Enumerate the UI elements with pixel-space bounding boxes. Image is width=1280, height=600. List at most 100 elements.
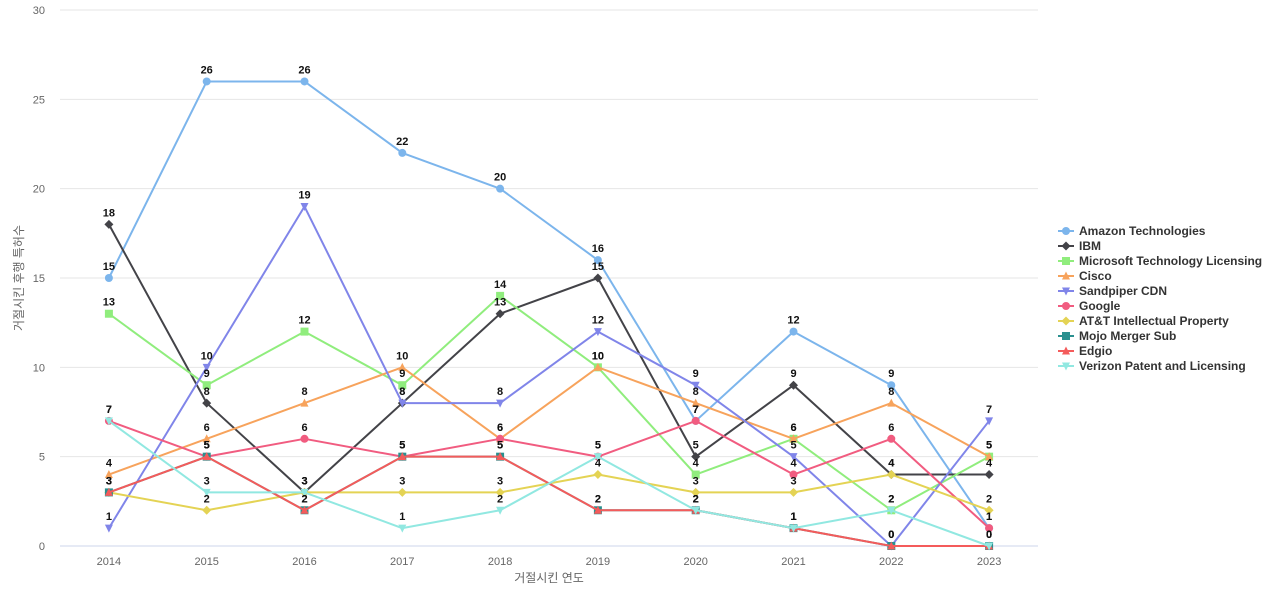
data-label-ibm: 5 [693, 440, 699, 452]
data-label-amazon-technologies: 1 [986, 511, 992, 523]
data-label-cisco: 8 [301, 386, 307, 398]
x-tick-label: 2022 [879, 556, 903, 568]
data-label-amazon-technologies: 26 [298, 64, 310, 76]
data-label-sandpiper-cdn: 10 [201, 350, 213, 362]
data-label-google: 5 [595, 440, 601, 452]
legend-item-atandt-intellectual-property[interactable]: AT&T Intellectual Property [1058, 314, 1229, 328]
data-point-atandt-intellectual-property [984, 505, 994, 515]
data-label-mojo-merger-sub: 5 [204, 440, 210, 452]
data-label-cisco: 10 [592, 350, 604, 362]
legend-item-edgio[interactable]: Edgio [1058, 344, 1112, 358]
data-point-amazon-technologies [104, 274, 113, 282]
legend-label: IBM [1079, 239, 1101, 253]
legend-item-mojo-merger-sub[interactable]: Mojo Merger Sub [1058, 329, 1176, 343]
data-label-cisco: 6 [790, 422, 796, 434]
data-label-mojo-merger-sub: 0 [888, 529, 894, 541]
y-tick-label: 30 [33, 5, 45, 17]
data-label-verizon-patent-and-licensing: 3 [204, 475, 210, 487]
series-line-cisco [107, 366, 991, 476]
legend-item-google[interactable]: Google [1058, 299, 1121, 313]
data-label-microsoft-technology-licensing: 10 [592, 350, 604, 362]
legend-item-ibm[interactable]: IBM [1058, 239, 1101, 253]
data-label-verizon-patent-and-licensing: 0 [986, 529, 992, 541]
x-tick-label: 2018 [488, 556, 512, 568]
data-point-amazon-technologies [789, 327, 798, 336]
data-label-amazon-technologies: 22 [396, 136, 408, 148]
data-point-edgio [398, 452, 407, 461]
legend-item-sandpiper-cdn[interactable]: Sandpiper CDN [1058, 284, 1167, 298]
data-label-verizon-patent-and-licensing: 2 [497, 493, 503, 505]
legend-item-cisco[interactable]: Cisco [1058, 269, 1112, 283]
data-label-google: 5 [204, 440, 210, 452]
data-point-edgio [300, 505, 309, 514]
data-label-google: 7 [106, 404, 112, 416]
y-tick-label: 20 [33, 184, 45, 196]
data-point-cisco [691, 398, 700, 407]
y-tick-label: 10 [33, 362, 45, 374]
data-label-edgio: 5 [497, 440, 503, 452]
data-point-sandpiper-cdn [202, 363, 211, 372]
data-point-microsoft-technology-licensing [300, 327, 309, 336]
data-label-microsoft-technology-licensing: 14 [494, 279, 507, 291]
data-label-ibm: 8 [399, 386, 405, 398]
data-label-google: 6 [888, 422, 894, 434]
data-point-google [300, 434, 309, 443]
data-point-cisco [985, 452, 994, 461]
data-point-ibm [202, 398, 212, 408]
data-point-microsoft-technology-licensing [398, 381, 407, 390]
data-label-amazon-technologies: 7 [693, 404, 699, 416]
data-point-sandpiper-cdn [104, 524, 113, 533]
legend-item-microsoft-technology-licensing[interactable]: Microsoft Technology Licensing [1058, 254, 1262, 268]
data-point-ibm [984, 470, 994, 480]
data-label-ibm: 18 [103, 207, 115, 219]
data-label-sandpiper-cdn: 8 [399, 386, 405, 398]
series-line-mojo-merger-sub [107, 455, 991, 547]
data-point-microsoft-technology-licensing [202, 381, 211, 390]
data-label-sandpiper-cdn: 0 [888, 529, 894, 541]
x-tick-label: 2015 [194, 556, 218, 568]
data-label-microsoft-technology-licensing: 9 [399, 368, 405, 380]
legend-label: Google [1079, 299, 1121, 313]
data-label-microsoft-technology-licensing: 13 [103, 297, 115, 309]
data-label-amazon-technologies: 20 [494, 172, 506, 184]
data-label-amazon-technologies: 15 [103, 261, 115, 273]
series-amazon-technologies [104, 77, 994, 533]
data-point-verizon-patent-and-licensing [985, 542, 994, 551]
data-label-microsoft-technology-licensing: 4 [693, 458, 700, 470]
data-label-amazon-technologies: 9 [888, 368, 894, 380]
data-label-verizon-patent-and-licensing: 1 [790, 511, 796, 523]
data-point-ibm [789, 380, 798, 390]
x-tick-label: 2021 [781, 556, 805, 568]
y-axis-title: 거절시킨 후행 특허수 [11, 225, 26, 331]
legend-label: AT&T Intellectual Property [1079, 314, 1229, 328]
data-point-sandpiper-cdn [300, 203, 309, 212]
data-point-sandpiper-cdn [593, 328, 602, 337]
data-label-mojo-merger-sub: 1 [790, 511, 796, 523]
legend-marker [1062, 227, 1070, 235]
data-label-sandpiper-cdn: 5 [790, 440, 796, 452]
data-point-ibm [104, 219, 114, 229]
data-label-microsoft-technology-licensing: 9 [204, 368, 210, 380]
data-label-google: 1 [986, 511, 992, 523]
data-point-microsoft-technology-licensing [691, 470, 700, 479]
data-point-edgio [104, 487, 113, 496]
data-label-edgio: 0 [986, 529, 992, 541]
data-point-microsoft-technology-licensing [496, 291, 505, 300]
x-tick-label: 2019 [586, 556, 610, 568]
data-label-cisco: 4 [106, 458, 113, 470]
series-verizon-patent-and-licensing [104, 417, 994, 551]
legend-item-amazon-technologies[interactable]: Amazon Technologies [1058, 224, 1206, 238]
data-label-atandt-intellectual-property: 3 [693, 475, 699, 487]
data-point-microsoft-technology-licensing [104, 309, 113, 318]
data-label-cisco: 6 [497, 422, 503, 434]
legend-item-verizon-patent-and-licensing[interactable]: Verizon Patent and Licensing [1058, 359, 1246, 373]
data-label-sandpiper-cdn: 9 [693, 368, 699, 380]
legend-marker [1061, 241, 1071, 251]
series-line-edgio [107, 455, 991, 547]
data-point-google [496, 434, 505, 443]
data-point-cisco [789, 434, 798, 443]
